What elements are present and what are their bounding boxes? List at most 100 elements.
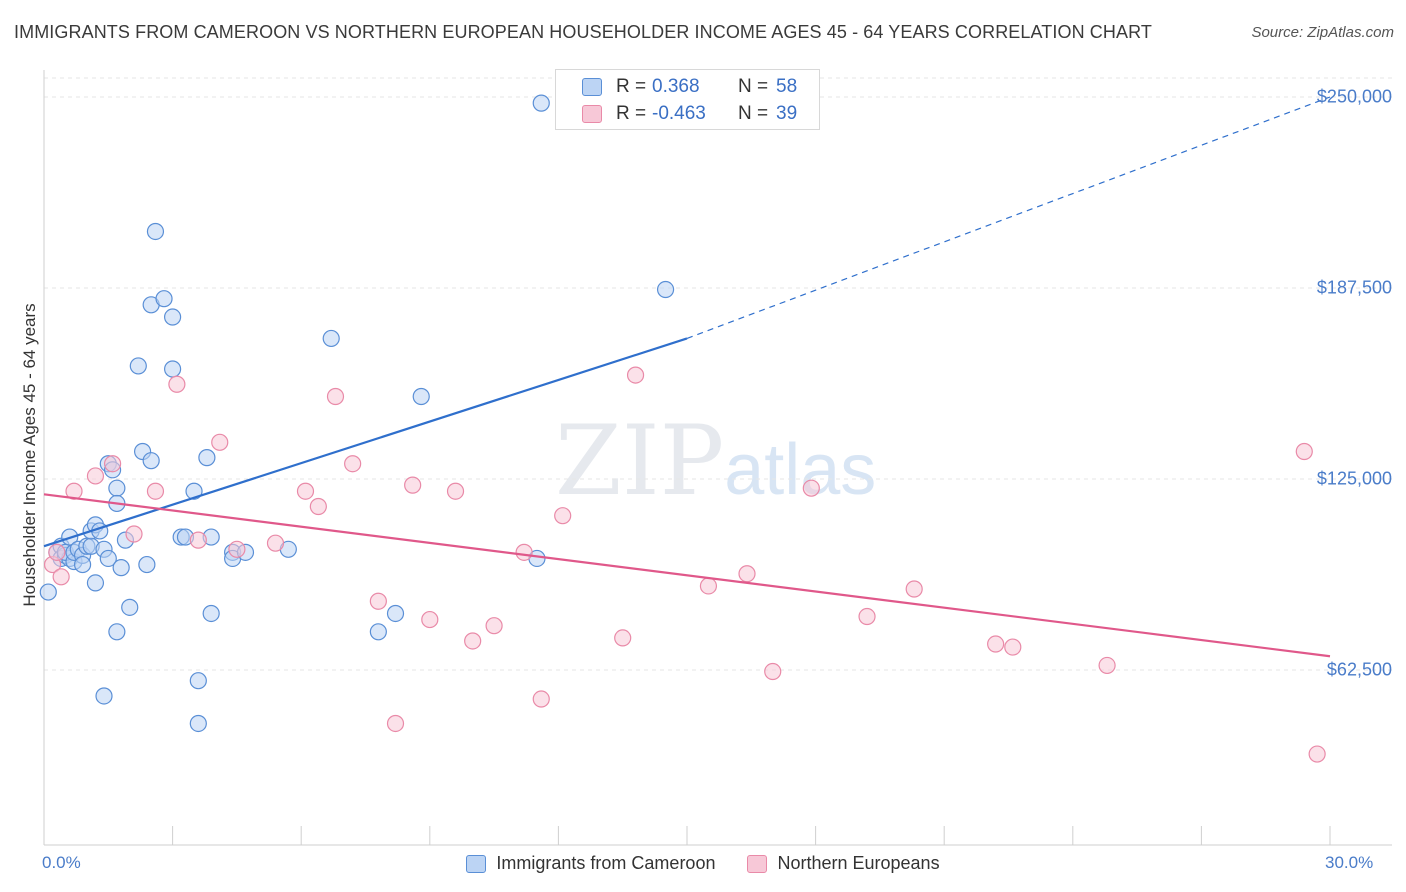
x-tick-label-end: 30.0% [1325,853,1374,872]
data-point-cameroon [164,360,182,378]
data-point-northern [228,540,246,558]
data-point-northern [738,565,756,583]
stats-legend-row-cameroon: R = 0.368 N = 58 [582,75,797,99]
x-tick-label-start: 0.0% [42,853,81,872]
legend-label-cameroon: Immigrants from Cameroon [496,853,716,873]
data-point-cameroon [202,604,220,623]
data-point-cameroon [322,329,340,348]
data-point-cameroon [99,549,117,568]
data-point-northern [532,690,550,708]
data-point-northern [103,455,122,473]
data-point-northern [344,455,362,473]
data-point-northern [858,607,876,626]
legend-swatch-pink [747,854,768,873]
data-point-northern [326,387,345,406]
legend-n-label: N = [738,103,769,124]
data-point-northern [1295,442,1313,461]
legend-r-value-northern: -0.463 [652,103,706,124]
data-point-northern [266,534,285,552]
data-point-northern [464,632,482,650]
data-point-cameroon [112,559,130,577]
data-point-northern [86,467,105,485]
data-point-northern [421,610,439,629]
legend-swatch-blue [582,78,602,96]
data-point-cameroon [412,387,430,406]
data-point-northern [65,482,83,500]
data-point-cameroon [108,479,126,497]
data-point-northern [211,433,229,451]
data-point-cameroon [146,222,165,241]
stats-legend: R = 0.368 N = 58 R = -0.463 N = 39 [555,69,820,130]
watermark-zip: ZIP [555,405,725,517]
data-point-cameroon [108,623,126,641]
y-tick-label-125000: $125,000 [1316,468,1392,489]
data-point-cameroon [155,290,173,308]
data-point-northern [296,482,315,500]
data-point-cameroon [189,672,207,690]
data-point-cameroon [189,714,207,733]
data-point-cameroon [532,94,550,112]
data-point-northern [1004,638,1022,656]
data-point-northern [905,580,923,598]
legend-label-northern: Northern Europeans [777,853,940,873]
data-point-cameroon [386,604,405,623]
data-point-cameroon [142,452,160,470]
data-point-northern [554,507,572,525]
data-point-cameroon [86,574,105,592]
data-point-northern [168,375,186,393]
chart-title: IMMIGRANTS FROM CAMEROON VS NORTHERN EUR… [14,22,1152,42]
data-point-cameroon [656,280,675,299]
data-point-northern [515,543,533,561]
data-point-northern [404,476,422,494]
data-point-cameroon [121,598,139,616]
data-point-northern [1308,745,1326,763]
data-point-northern [987,635,1005,653]
trend-line-northern [43,493,1331,658]
legend-item-cameroon[interactable]: Immigrants from Cameroon [466,853,715,874]
source-note: Source: ZipAtlas.com [1251,24,1394,41]
data-point-cameroon [39,583,57,601]
legend-item-northern[interactable]: Northern Europeans [747,853,940,874]
stats-legend-row-northern: R = -0.463 N = 39 [582,102,797,126]
legend-swatch-blue [466,854,487,873]
legend-n-label: N = [738,76,769,97]
data-point-northern [485,617,503,635]
data-point-northern [309,497,327,516]
data-point-cameroon [185,482,203,500]
data-point-cameroon [95,687,113,705]
data-point-northern [48,543,66,561]
data-point-northern [802,479,820,497]
trend-line-cameroon [43,337,688,548]
data-point-cameroon [138,555,156,574]
y-tick-label-62500: $62,500 [1326,659,1392,680]
data-point-cameroon [129,357,147,375]
data-point-northern [626,366,645,384]
data-point-cameroon [164,308,182,326]
data-point-cameroon [73,555,92,574]
data-point-northern [764,662,782,681]
watermark-atlas: atlas [724,430,877,510]
legend-swatch-pink [582,105,602,123]
series-legend: Immigrants from Cameroon Northern Europe… [0,853,1406,874]
legend-r-value-cameroon: 0.368 [652,76,700,97]
legend-n-value-northern: 39 [776,103,798,124]
data-point-cameroon [198,449,216,467]
data-point-northern [1098,656,1116,675]
y-axis-label: Householder Income Ages 45 - 64 years [20,303,39,607]
legend-r-label: R = [616,103,647,124]
data-point-northern [52,568,70,586]
legend-n-value-cameroon: 58 [776,76,798,97]
data-point-northern [386,714,405,733]
data-point-northern [189,531,207,549]
data-point-northern [699,577,718,595]
data-point-northern [146,482,165,500]
data-point-northern [125,525,143,543]
watermark: ZIPatlas [555,405,876,517]
y-tick-label-250000: $250,000 [1316,86,1392,107]
data-point-northern [614,629,632,647]
legend-r-label: R = [616,76,647,97]
data-point-northern [369,592,387,610]
data-point-northern [446,482,465,500]
data-point-cameroon [369,623,387,641]
